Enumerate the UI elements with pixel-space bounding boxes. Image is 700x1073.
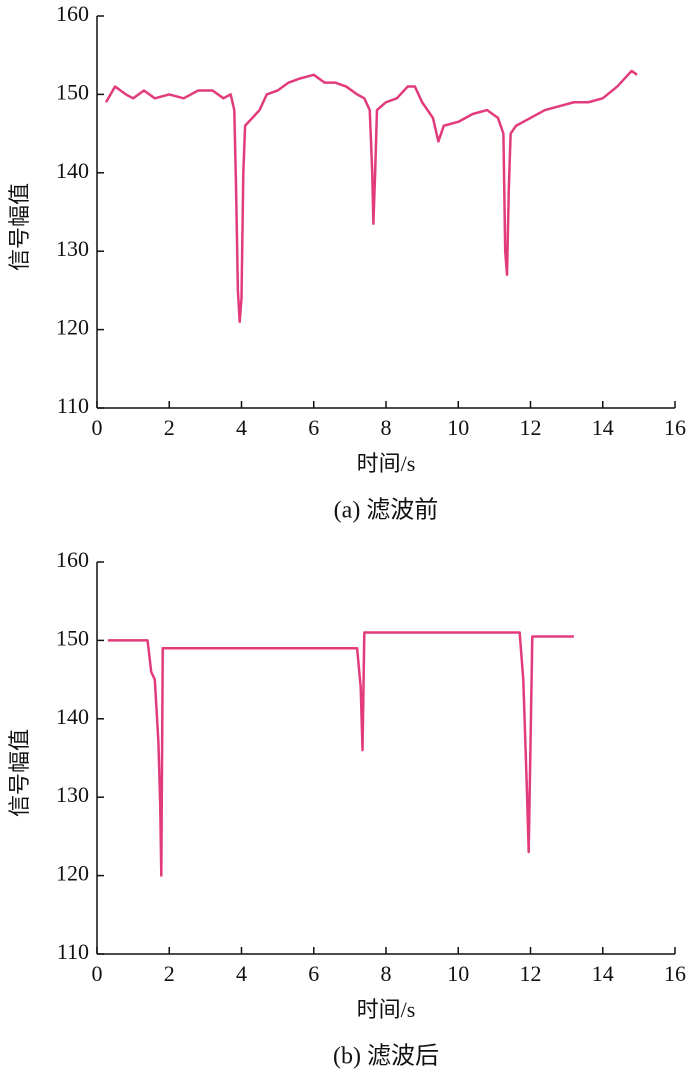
x-axis-label: 时间/s — [357, 451, 416, 476]
x-tick-label: 14 — [592, 415, 614, 440]
y-tick-label: 120 — [56, 861, 89, 886]
x-tick-label: 12 — [520, 961, 542, 986]
x-tick-label: 14 — [592, 961, 614, 986]
x-tick-label: 0 — [92, 415, 103, 440]
data-line — [107, 631, 574, 877]
y-tick-label: 140 — [56, 158, 89, 183]
x-tick-label: 8 — [381, 961, 392, 986]
x-tick-label: 4 — [236, 961, 247, 986]
y-tick-label: 160 — [56, 547, 89, 572]
caption: (b) 滤波后 — [333, 1043, 439, 1070]
x-tick-label: 10 — [447, 961, 469, 986]
y-tick-label: 140 — [56, 704, 89, 729]
x-axis-label: 时间/s — [357, 997, 416, 1022]
y-tick-label: 120 — [56, 315, 89, 340]
caption: (a) 滤波前 — [334, 497, 439, 524]
x-tick-label: 4 — [236, 415, 247, 440]
x-tick-label: 8 — [381, 415, 392, 440]
y-tick-label: 150 — [56, 625, 89, 650]
x-tick-label: 12 — [520, 415, 542, 440]
y-axis-label: 信号幅值 — [7, 183, 32, 271]
data-line — [104, 69, 638, 324]
y-tick-label: 110 — [57, 393, 89, 418]
x-tick-label: 2 — [164, 961, 175, 986]
x-tick-label: 2 — [164, 415, 175, 440]
y-axis-label: 信号幅值 — [7, 729, 32, 817]
x-tick-label: 6 — [308, 961, 319, 986]
y-tick-label: 160 — [56, 1, 89, 26]
y-tick-label: 130 — [56, 782, 89, 807]
x-tick-label: 10 — [447, 415, 469, 440]
x-tick-label: 16 — [664, 961, 686, 986]
x-tick-label: 16 — [664, 415, 686, 440]
y-tick-label: 110 — [57, 939, 89, 964]
y-tick-label: 130 — [56, 236, 89, 261]
x-tick-label: 6 — [308, 415, 319, 440]
x-tick-label: 0 — [92, 961, 103, 986]
y-tick-label: 150 — [56, 79, 89, 104]
